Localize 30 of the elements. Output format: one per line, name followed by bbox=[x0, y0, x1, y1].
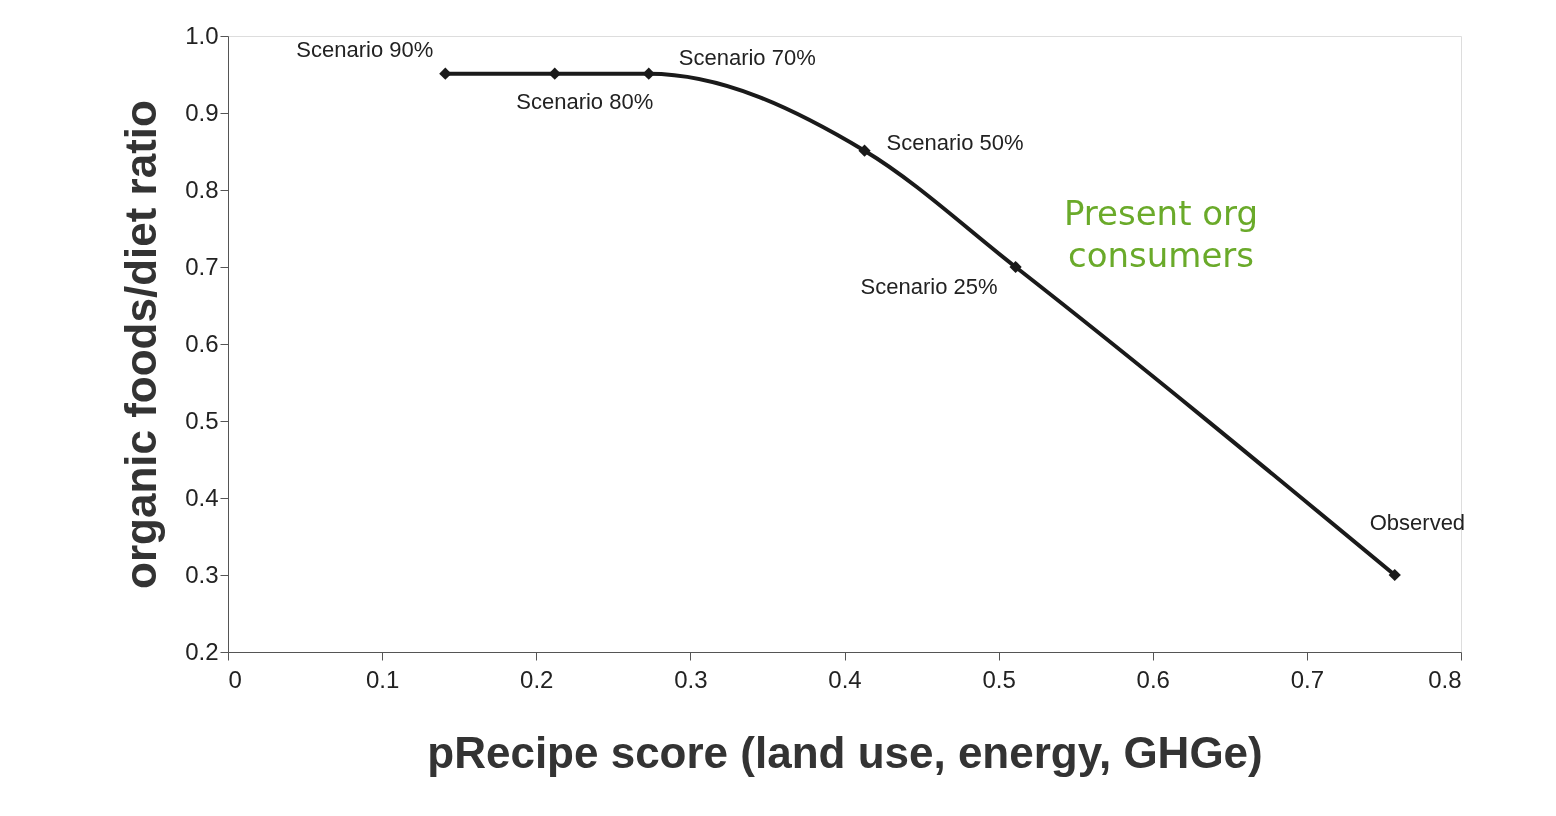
annotation: Observed bbox=[1369, 510, 1466, 535]
x-tick-label: 0.4 bbox=[828, 665, 862, 693]
y-tick-label: 0.2 bbox=[185, 637, 219, 665]
y-tick-label: 1.0 bbox=[185, 21, 219, 49]
point bbox=[858, 144, 871, 157]
annotation: Scenario 90% bbox=[296, 36, 434, 62]
point bbox=[1009, 260, 1022, 274]
point bbox=[1388, 568, 1401, 582]
x-tick-label: 0.8 bbox=[1428, 665, 1462, 693]
y-tick-label: 0.7 bbox=[185, 252, 219, 280]
annotation: Scenario 50% bbox=[886, 129, 1024, 155]
y-tick-label: 0.5 bbox=[185, 406, 219, 434]
annotation: Scenario 25% bbox=[860, 274, 998, 299]
annotation: Scenario 70% bbox=[678, 44, 816, 70]
y-tick-label: 0.3 bbox=[185, 560, 219, 588]
y-tick-label: 0.8 bbox=[185, 175, 219, 203]
y-tick-label: 0.9 bbox=[185, 98, 219, 126]
annotation: Scenario 80% bbox=[516, 88, 654, 114]
y-axis-title: organic foods/diet ratio bbox=[116, 100, 166, 589]
annotation: Present org consumers bbox=[1063, 193, 1259, 275]
x-tick-label: 0.1 bbox=[365, 665, 400, 693]
x-tick-label: 0.5 bbox=[982, 665, 1016, 693]
y-tick-label: 0.4 bbox=[185, 483, 219, 511]
x-tick-label: 0.6 bbox=[1136, 665, 1170, 693]
x-tick-label: 0.7 bbox=[1290, 665, 1325, 693]
y-tick-label: 0.6 bbox=[185, 329, 219, 357]
x-axis-title: pRecipe score (land use, energy, GHGe) bbox=[427, 727, 1263, 777]
x-tick-label: 0 bbox=[228, 665, 242, 693]
x-tick-label: 0.3 bbox=[674, 665, 708, 693]
x-tick-label: 0.2 bbox=[520, 665, 554, 693]
